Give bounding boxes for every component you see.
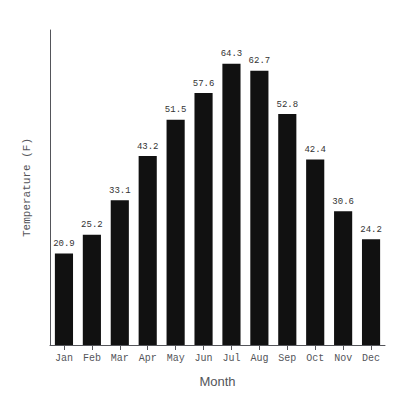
svg-text:Sep: Sep [278, 353, 296, 364]
svg-text:Month: Month [199, 374, 235, 389]
svg-text:57.6: 57.6 [193, 79, 215, 89]
svg-text:Feb: Feb [83, 353, 101, 364]
svg-text:Temperature (F): Temperature (F) [21, 138, 33, 237]
svg-text:42.4: 42.4 [304, 145, 326, 155]
svg-text:Apr: Apr [139, 353, 157, 364]
svg-text:Jun: Jun [195, 353, 213, 364]
svg-text:Dec: Dec [362, 353, 380, 364]
svg-text:64.3: 64.3 [221, 49, 243, 59]
svg-text:Aug: Aug [250, 353, 268, 364]
svg-text:52.8: 52.8 [276, 100, 298, 110]
svg-text:62.7: 62.7 [249, 56, 271, 66]
svg-text:51.5: 51.5 [165, 105, 187, 115]
svg-text:43.2: 43.2 [137, 142, 159, 152]
svg-text:Oct: Oct [306, 353, 324, 364]
svg-text:24.2: 24.2 [360, 225, 382, 235]
svg-text:Jan: Jan [55, 353, 73, 364]
svg-text:30.6: 30.6 [332, 197, 354, 207]
svg-text:Jul: Jul [222, 353, 240, 364]
svg-text:Mar: Mar [111, 353, 129, 364]
svg-text:33.1: 33.1 [109, 186, 131, 196]
svg-text:May: May [167, 353, 185, 364]
svg-text:25.2: 25.2 [81, 220, 103, 230]
svg-text:Nov: Nov [334, 353, 352, 364]
svg-text:20.9: 20.9 [53, 239, 75, 249]
